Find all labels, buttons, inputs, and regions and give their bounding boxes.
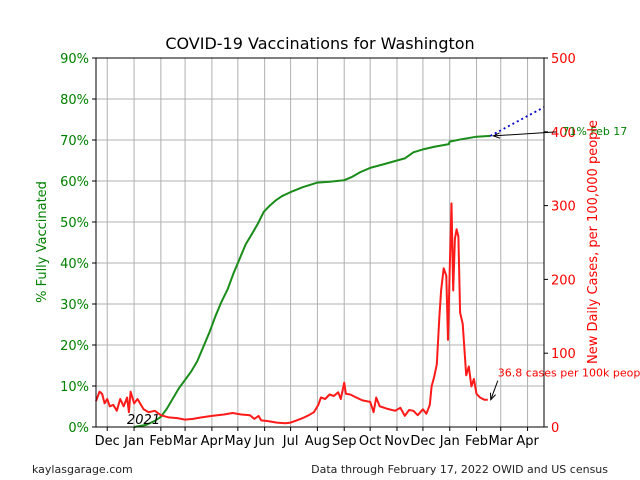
y-left-tick-label: 90% — [60, 52, 89, 67]
annotation-label: 36.8 cases per 100k people — [498, 367, 640, 380]
annotation-arrowhead — [490, 392, 496, 401]
x-tick-label: Jun — [253, 434, 274, 449]
x-tick-label: Jul — [282, 434, 299, 449]
y-axis-left-label: % Fully Vaccinated — [35, 181, 50, 303]
vaccination-line — [133, 134, 491, 428]
plot-frame — [95, 57, 545, 428]
chart-title: COVID-19 Vaccinations for Washington — [165, 34, 474, 53]
y-left-tick-label: 80% — [60, 93, 89, 108]
y-left-tick-label: 30% — [60, 298, 89, 313]
x-tick-label: Mar — [488, 434, 513, 449]
x-tick-label: May — [224, 434, 251, 449]
annotation-arrowhead — [492, 132, 501, 139]
x-tick-label: Aug — [305, 434, 330, 449]
x-tick-label: Apr — [201, 434, 224, 449]
y-axis-right-label: New Daily Cases, per 100,000 people — [586, 120, 601, 364]
annotation-label: 71% Feb 17 — [562, 125, 627, 138]
x-tick-label: Nov — [384, 434, 410, 449]
annotation-arrow — [493, 131, 557, 137]
vaccination-projection-line — [489, 106, 545, 137]
annotation-arrow — [490, 380, 499, 400]
x-tick-label: Jan — [123, 434, 144, 449]
y-right-tick-label: 0 — [551, 421, 559, 436]
footer-right: Data through February 17, 2022 OWID and … — [311, 463, 608, 476]
grid — [96, 57, 544, 428]
y-right-tick-label: 300 — [551, 200, 576, 215]
series-layer — [95, 106, 545, 428]
axes — [95, 57, 545, 428]
x-tick-label: Oct — [359, 434, 381, 449]
x-tick-label: Feb — [465, 434, 488, 449]
annotations: 71% Feb 17 36.8 cases per 100k people — [490, 125, 640, 401]
year-label: 2021 — [127, 413, 160, 428]
ticks: Dec Jan Feb Mar Apr May Jun Jul Aug Sep Oct Nov Dec J… — [60, 52, 576, 449]
x-tick-label: Dec — [410, 434, 435, 449]
cases-line — [95, 202, 488, 425]
footer-left: kaylasgarage.com — [32, 463, 133, 476]
y-left-tick-label: 10% — [60, 380, 89, 395]
x-tick-label: Jan — [439, 434, 460, 449]
y-right-tick-label: 100 — [551, 347, 576, 362]
y-left-tick-label: 60% — [60, 175, 89, 190]
x-tick-label: Feb — [149, 434, 172, 449]
y-left-tick-label: 70% — [60, 134, 89, 149]
y-left-tick-label: 50% — [60, 216, 89, 231]
x-tick-label: Dec — [95, 434, 120, 449]
x-tick-label: Apr — [516, 434, 539, 449]
y-right-tick-label: 200 — [551, 273, 576, 288]
y-left-tick-label: 40% — [60, 257, 89, 272]
y-left-tick-label: 20% — [60, 339, 89, 354]
x-tick-label: Sep — [332, 434, 357, 449]
x-tick-label: Mar — [173, 434, 198, 449]
y-right-tick-label: 400 — [551, 126, 576, 141]
y-left-tick-label: 0% — [68, 421, 89, 436]
y-right-tick-label: 500 — [551, 52, 576, 67]
